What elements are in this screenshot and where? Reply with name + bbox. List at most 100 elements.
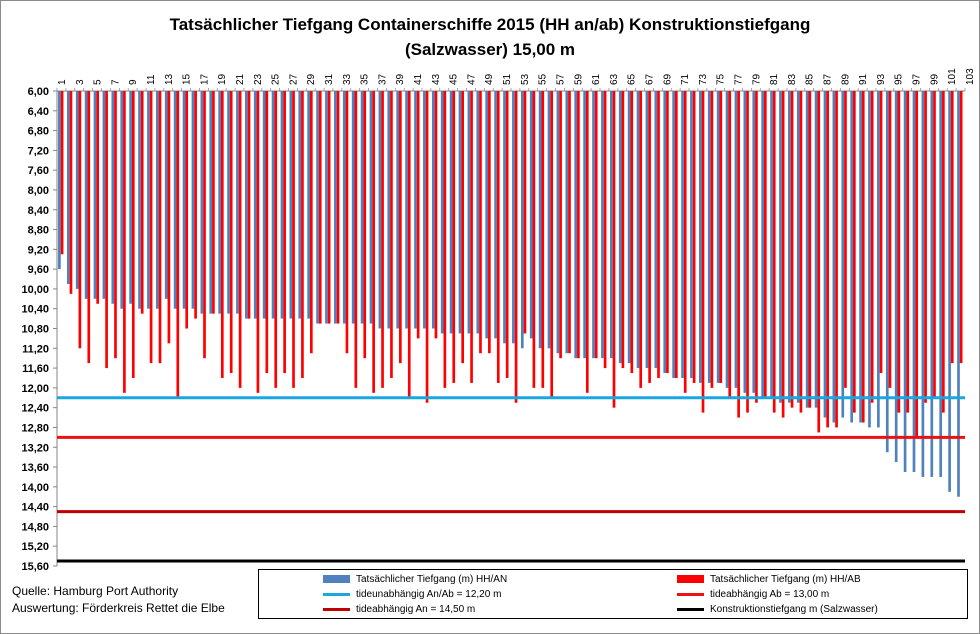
x-tick-label: 41	[413, 73, 424, 85]
bar-an	[752, 91, 756, 393]
x-tick-label: 87	[823, 73, 834, 85]
bar-an	[841, 91, 845, 418]
x-tick-label: 77	[734, 73, 745, 85]
bar-ab	[603, 91, 607, 369]
bar-ab	[817, 91, 821, 433]
bar-an	[93, 91, 97, 299]
bar-an	[405, 91, 408, 329]
bar-an	[823, 91, 827, 418]
bar-ab	[78, 91, 82, 349]
legend-label-an-bar: Tatsächlicher Tiefgang (m) HH/AN	[356, 573, 508, 585]
y-tick-label: 9,60	[28, 264, 49, 276]
bar-an	[699, 91, 702, 383]
x-tick-label: 23	[253, 73, 264, 85]
legend-item-line-1450: tideabhängig An = 14,50 m	[323, 602, 475, 616]
legend-item-an-bar: Tatsächlicher Tiefgang (m) HH/AN	[323, 572, 507, 586]
bar-an	[592, 91, 595, 359]
bar-an	[645, 91, 649, 369]
bar-ab	[87, 91, 91, 364]
bar-an	[859, 91, 862, 423]
bar-ab	[915, 91, 918, 438]
bar-an	[520, 91, 524, 349]
x-tick-label: 49	[484, 73, 495, 85]
bar-ab	[763, 91, 767, 398]
bar-an	[173, 91, 177, 309]
bar-ab	[354, 91, 358, 388]
y-tick-label: 7,20	[28, 145, 49, 157]
bar-an	[360, 91, 364, 324]
bar-an	[503, 91, 506, 344]
x-tick-label: 65	[627, 73, 638, 85]
bar-ab	[541, 91, 545, 388]
legend-swatch-line-1450	[323, 607, 350, 611]
bar-ab	[594, 91, 598, 359]
bar-an	[574, 91, 578, 359]
bar-an	[903, 91, 907, 472]
x-tick-label: 47	[466, 73, 477, 85]
x-tick-label: 55	[538, 73, 549, 85]
bar-an	[58, 91, 61, 270]
bar-ab	[630, 91, 634, 374]
x-tick-label: 61	[591, 73, 602, 85]
x-tick-label: 101	[947, 68, 958, 85]
bar-ab	[96, 91, 100, 304]
y-tick-label: 13,60	[21, 462, 49, 474]
x-tick-label: 71	[680, 73, 691, 85]
y-tick-label: 8,80	[28, 225, 49, 237]
bar-an	[182, 91, 186, 309]
bar-an	[681, 91, 684, 378]
bar-an	[930, 91, 934, 477]
x-tick-label: 39	[395, 73, 406, 85]
x-tick-label: 63	[609, 73, 620, 85]
bar-ab	[131, 91, 135, 378]
y-tick-label: 12,80	[21, 422, 49, 434]
bar-an	[298, 91, 302, 319]
bar-an	[307, 91, 310, 319]
bar-ab	[265, 91, 269, 374]
bar-an	[325, 91, 328, 324]
x-tick-label: 69	[662, 73, 673, 85]
legend-item-line-1300: tideabhängig Ab = 13,00 m	[677, 587, 829, 601]
bar-an	[271, 91, 275, 319]
legend-label-line-1220: tideunabhängig An/Ab = 12,20 m	[356, 588, 502, 600]
bar-an	[423, 91, 426, 329]
bar-ab	[69, 91, 73, 294]
bar-ab	[666, 91, 669, 374]
bar-an	[342, 91, 346, 324]
bar-an	[583, 91, 586, 359]
bar-an	[476, 91, 480, 334]
legend-swatch-line-1500	[677, 607, 704, 611]
bar-an	[316, 91, 319, 324]
bar-ab	[879, 91, 883, 374]
bar-an	[84, 91, 88, 299]
bar-ab	[123, 91, 126, 393]
y-tick-label: 14,80	[21, 521, 49, 533]
bar-an	[690, 91, 693, 378]
bar-ab	[710, 91, 714, 388]
bar-an	[957, 91, 960, 497]
bar-an	[832, 91, 836, 423]
y-tick-label: 6,00	[28, 86, 49, 98]
bar-an	[111, 91, 115, 304]
x-tick-label: 7	[110, 79, 121, 85]
bar-ab	[194, 91, 197, 319]
bar-ab	[247, 91, 251, 319]
x-tick-label: 97	[912, 73, 923, 85]
source-note: Quelle: Hamburg Port Authority Auswertun…	[12, 583, 225, 617]
x-tick-label: 75	[716, 73, 727, 85]
bar-an	[66, 91, 70, 284]
y-tick-label: 10,00	[21, 284, 49, 296]
bar-ab	[496, 91, 500, 383]
bar-an	[75, 91, 79, 289]
bar-an	[609, 91, 613, 359]
bar-ab	[639, 91, 643, 388]
y-tick-label: 6,40	[28, 106, 49, 118]
x-tick-label: 35	[360, 73, 371, 85]
bar-ab	[416, 91, 420, 339]
bar-ab	[470, 91, 473, 383]
bar-an	[725, 91, 729, 388]
bar-an	[805, 91, 809, 408]
bar-an	[485, 91, 489, 339]
bar-ab	[737, 91, 740, 418]
